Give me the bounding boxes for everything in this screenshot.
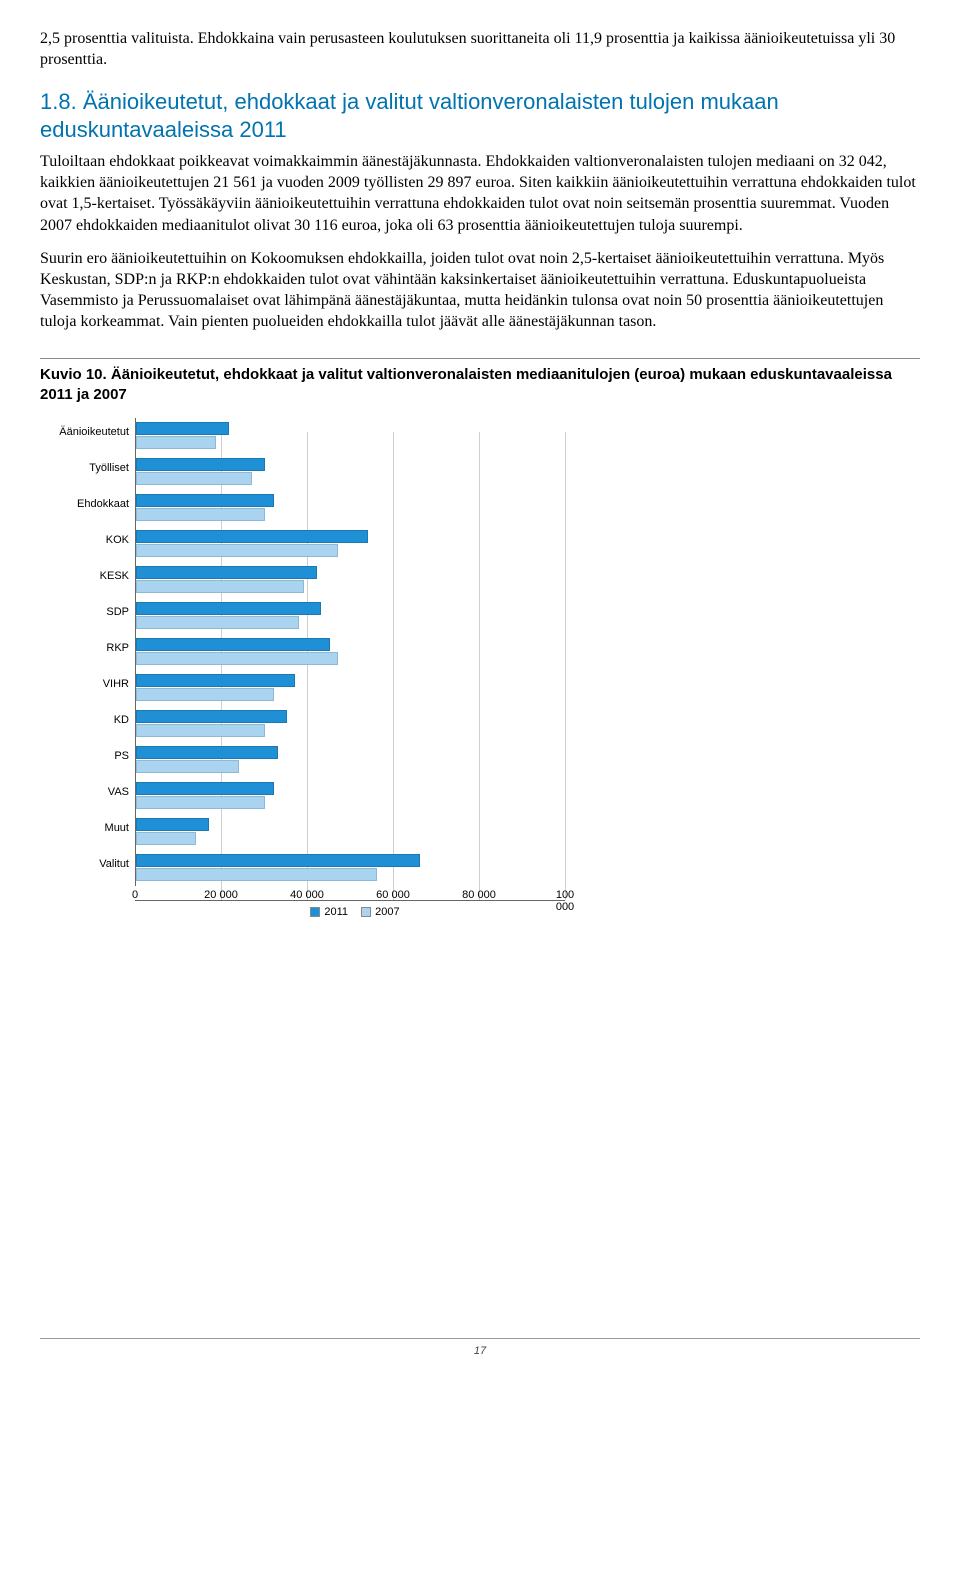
body-paragraph-2: Suurin ero äänioikeutettuihin on Kokoomu… — [40, 248, 920, 332]
figure-number: Kuvio 10. — [40, 366, 107, 383]
chart-category-label: Valitut — [40, 850, 135, 870]
footer-rule — [40, 1338, 920, 1339]
chart-bar-group — [135, 670, 566, 706]
income-bar-chart: Äänioikeutetut Työlliset Ehdokkaat KOK KESK S… — [40, 418, 600, 886]
chart-bar-group — [135, 526, 566, 562]
bar-2007 — [136, 760, 239, 773]
chart-row: SDP — [40, 598, 600, 634]
body-paragraph-1: Tuloiltaan ehdokkaat poikkeavat voimakka… — [40, 151, 920, 235]
figure-caption: Kuvio 10. Äänioikeutetut, ehdokkaat ja v… — [40, 358, 920, 404]
chart-category-label: Muut — [40, 814, 135, 834]
page-number: 17 — [40, 1345, 920, 1357]
chart-category-label: PS — [40, 742, 135, 762]
bar-2007 — [136, 544, 338, 557]
bar-2007 — [136, 868, 377, 881]
chart-row: KD — [40, 706, 600, 742]
bar-2007 — [136, 436, 216, 449]
chart-row: RKP — [40, 634, 600, 670]
chart-bar-group — [135, 418, 566, 454]
chart-category-label: KD — [40, 706, 135, 726]
bar-2011 — [136, 746, 278, 759]
chart-bar-group — [135, 490, 566, 526]
chart-row: PS — [40, 742, 600, 778]
chart-bar-group — [135, 814, 566, 850]
bar-2011 — [136, 674, 295, 687]
bar-2011 — [136, 710, 287, 723]
chart-row: Muut — [40, 814, 600, 850]
bar-2011 — [136, 818, 209, 831]
bar-2011 — [136, 602, 321, 615]
legend-swatch-2011 — [310, 907, 320, 917]
x-tick-label: 40 000 — [290, 889, 324, 901]
bar-2007 — [136, 472, 252, 485]
caption-rule — [40, 358, 920, 359]
bar-2011 — [136, 530, 368, 543]
chart-row: KESK — [40, 562, 600, 598]
x-tick-label: 100 000 — [556, 889, 574, 913]
chart-row: Työlliset — [40, 454, 600, 490]
bar-2007 — [136, 508, 265, 521]
chart-bar-group — [135, 598, 566, 634]
chart-category-label: Työlliset — [40, 454, 135, 474]
bar-2011 — [136, 458, 265, 471]
section-number: 1.8. — [40, 89, 77, 114]
chart-bar-group — [135, 850, 566, 886]
chart-row: Ehdokkaat — [40, 490, 600, 526]
chart-x-ticks: 020 00040 00060 00080 000100 000 — [135, 886, 565, 904]
section-title: Äänioikeutetut, ehdokkaat ja valitut val… — [40, 89, 779, 142]
chart-category-label: Äänioikeutetut — [40, 418, 135, 438]
bar-2011 — [136, 782, 274, 795]
chart-category-label: KESK — [40, 562, 135, 582]
chart-bar-group — [135, 706, 566, 742]
chart-category-label: RKP — [40, 634, 135, 654]
bar-2011 — [136, 566, 317, 579]
figure-title: Äänioikeutetut, ehdokkaat ja valitut val… — [40, 366, 892, 403]
chart-category-label: VIHR — [40, 670, 135, 690]
chart-bar-group — [135, 778, 566, 814]
chart-row: Äänioikeutetut — [40, 418, 600, 454]
x-tick-label: 20 000 — [204, 889, 238, 901]
chart-row: VIHR — [40, 670, 600, 706]
legend-label-2011: 2011 — [324, 906, 348, 918]
chart-row: KOK — [40, 526, 600, 562]
bar-2011 — [136, 638, 330, 651]
bar-2011 — [136, 854, 420, 867]
x-tick-label: 0 — [132, 889, 138, 901]
bar-2011 — [136, 422, 229, 435]
bar-2007 — [136, 832, 196, 845]
chart-bar-group — [135, 742, 566, 778]
x-tick-label: 80 000 — [462, 889, 496, 901]
chart-row: VAS — [40, 778, 600, 814]
intro-paragraph: 2,5 prosenttia valituista. Ehdokkaina va… — [40, 28, 920, 70]
chart-legend: 2011 2007 — [135, 904, 565, 918]
bar-2007 — [136, 580, 304, 593]
bar-2007 — [136, 688, 274, 701]
legend-swatch-2007 — [361, 907, 371, 917]
bar-2007 — [136, 652, 338, 665]
chart-category-label: SDP — [40, 598, 135, 618]
legend-label-2007: 2007 — [375, 906, 399, 918]
chart-bar-group — [135, 454, 566, 490]
bar-2007 — [136, 616, 299, 629]
chart-category-label: Ehdokkaat — [40, 490, 135, 510]
chart-bar-group — [135, 562, 566, 598]
chart-row: Valitut — [40, 850, 600, 886]
chart-category-label: KOK — [40, 526, 135, 546]
bar-2011 — [136, 494, 274, 507]
chart-category-label: VAS — [40, 778, 135, 798]
chart-bar-group — [135, 634, 566, 670]
page-footer: 17 — [40, 1338, 920, 1357]
x-tick-label: 60 000 — [376, 889, 410, 901]
section-heading: 1.8. Äänioikeutetut, ehdokkaat ja valitu… — [40, 88, 920, 143]
bar-2007 — [136, 724, 265, 737]
bar-2007 — [136, 796, 265, 809]
